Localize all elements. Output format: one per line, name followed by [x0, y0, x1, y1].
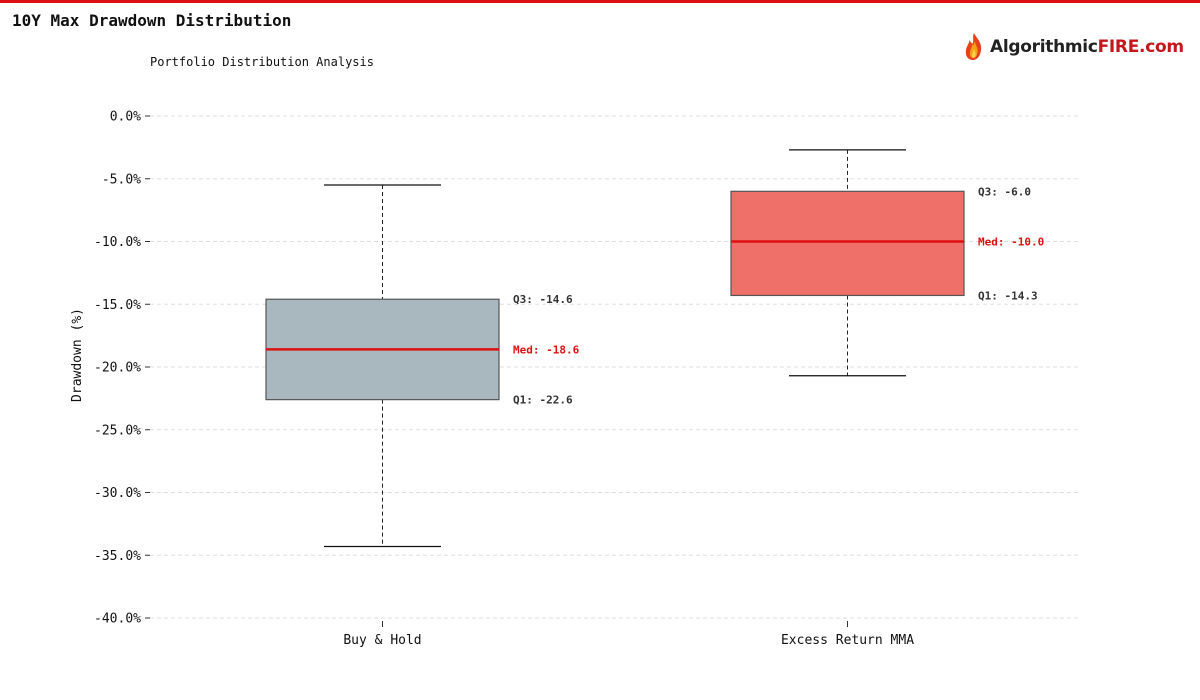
chart-title: 10Y Max Drawdown Distribution — [12, 11, 292, 30]
flame-icon — [965, 33, 982, 60]
y-tick-label: -35.0% — [94, 549, 141, 564]
y-tick-label: -30.0% — [94, 486, 141, 501]
y-tick-label: -10.0% — [94, 235, 141, 250]
y-tick-label: 0.0% — [110, 110, 141, 125]
chart-subtitle: Portfolio Distribution Analysis — [150, 55, 374, 69]
top-accent-bar — [0, 0, 1200, 3]
y-tick-label: -15.0% — [94, 298, 141, 313]
logo-text-primary: Algorithmic — [990, 37, 1098, 57]
y-tick-label: -40.0% — [94, 612, 141, 627]
iqr-box — [730, 190, 965, 297]
median-label: Med: -18.6 — [513, 343, 580, 356]
y-tick-label: -25.0% — [94, 423, 141, 438]
logo-text-accent: FIRE.com — [1097, 37, 1184, 57]
x-tick-label: Excess Return MMA — [781, 633, 914, 648]
y-tick-label: -20.0% — [94, 361, 141, 376]
x-tick-label: Buy & Hold — [343, 633, 421, 648]
q3-label: Q3: -6.0 — [978, 185, 1031, 198]
y-axis-label: Drawdown (%) — [70, 308, 85, 402]
y-tick-label: -5.0% — [102, 172, 141, 187]
q1-label: Q1: -22.6 — [513, 394, 573, 407]
q1-label: Q1: -14.3 — [978, 289, 1038, 302]
box-series — [265, 149, 965, 548]
q3-label: Q3: -14.6 — [513, 293, 573, 306]
brand-logo: AlgorithmicFIRE.com — [960, 30, 1184, 64]
box-annotations: Q3: -14.6 Med: -18.6 Q1: -22.6 Q3: -6.0 Med:… — [513, 185, 1044, 406]
median-label: Med: -10.0 — [978, 236, 1044, 249]
y-axis: 0.0% -5.0% -10.0% -15.0% -20.0% -25.0% -30.0% -… — [94, 110, 914, 649]
